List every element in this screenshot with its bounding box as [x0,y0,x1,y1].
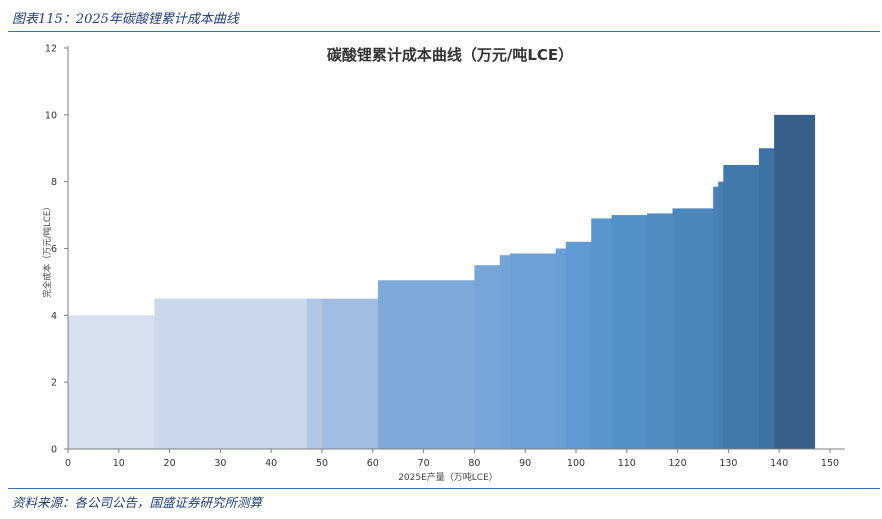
cost-bar-2 [154,298,308,449]
x-tick-label: 70 [418,458,430,469]
cost-bar-18 [758,148,775,449]
x-axis-label: 2025E产量（万吨LCE） [398,471,498,483]
y-tick-label: 2 [51,378,57,389]
cost-bar-11 [591,218,612,449]
x-tick-label: 30 [214,458,226,469]
bar-group [68,114,816,450]
cost-bar-1 [68,315,155,449]
x-tick-label: 120 [669,458,687,469]
x-tick-label: 40 [265,458,277,469]
cost-bar-4 [322,298,379,449]
source-rule [8,488,880,489]
cost-bar-15 [713,186,719,449]
x-tick-label: 130 [719,458,737,469]
cost-bar-7 [499,255,511,449]
x-tick-label: 60 [367,458,379,469]
y-tick-labels: 0 2 4 6 8 10 12 [45,44,57,456]
x-tick-label: 100 [567,458,585,469]
chart-title: 碳酸锂累计成本曲线（万元/吨LCE） [327,46,573,64]
x-tick-label: 0 [65,458,71,469]
x-tick-label: 20 [164,458,176,469]
x-tick-label: 140 [770,458,788,469]
cost-bar-16 [718,181,724,449]
caption-rule [8,31,880,32]
x-tick-label: 90 [519,458,531,469]
y-tick-label: 0 [51,445,57,456]
y-tick-label: 8 [51,177,57,188]
axes-group [64,46,845,453]
cost-bar-19 [774,114,816,449]
y-tick-label: 10 [45,110,57,121]
y-tick-label: 6 [51,244,57,255]
cost-bar-14 [672,208,714,449]
figure-caption: 图表115：2025年碳酸锂累计成本曲线 [12,12,239,27]
cost-curve-chart: 0 10 20 30 40 50 60 70 80 90 100 110 120 130 140 150 0 2… [42,44,845,483]
y-tick-label: 12 [45,44,57,55]
y-axis-label: 完全成本（万元/吨LCE） [42,202,53,297]
cost-bar-8 [509,253,556,449]
x-tick-label: 150 [821,458,839,469]
x-tick-label: 110 [618,458,636,469]
cost-bar-12 [611,215,648,449]
x-tick-labels: 0 10 20 30 40 50 60 70 80 90 100 110 120 130 140 150 [65,458,839,469]
cost-bar-9 [555,248,567,449]
y-tick-label: 4 [51,311,57,322]
cost-bar-6 [474,265,501,449]
x-tick-label: 10 [113,458,125,469]
source-note: 资料来源：各公司公告，国盛证券研究所测算 [12,495,263,510]
cost-bar-10 [565,241,592,449]
x-tick-label: 80 [468,458,480,469]
cost-bar-3 [306,298,323,449]
cost-bar-17 [723,164,760,450]
x-tick-label: 50 [316,458,328,469]
cost-bar-13 [647,213,673,449]
cost-bar-5 [377,280,475,449]
